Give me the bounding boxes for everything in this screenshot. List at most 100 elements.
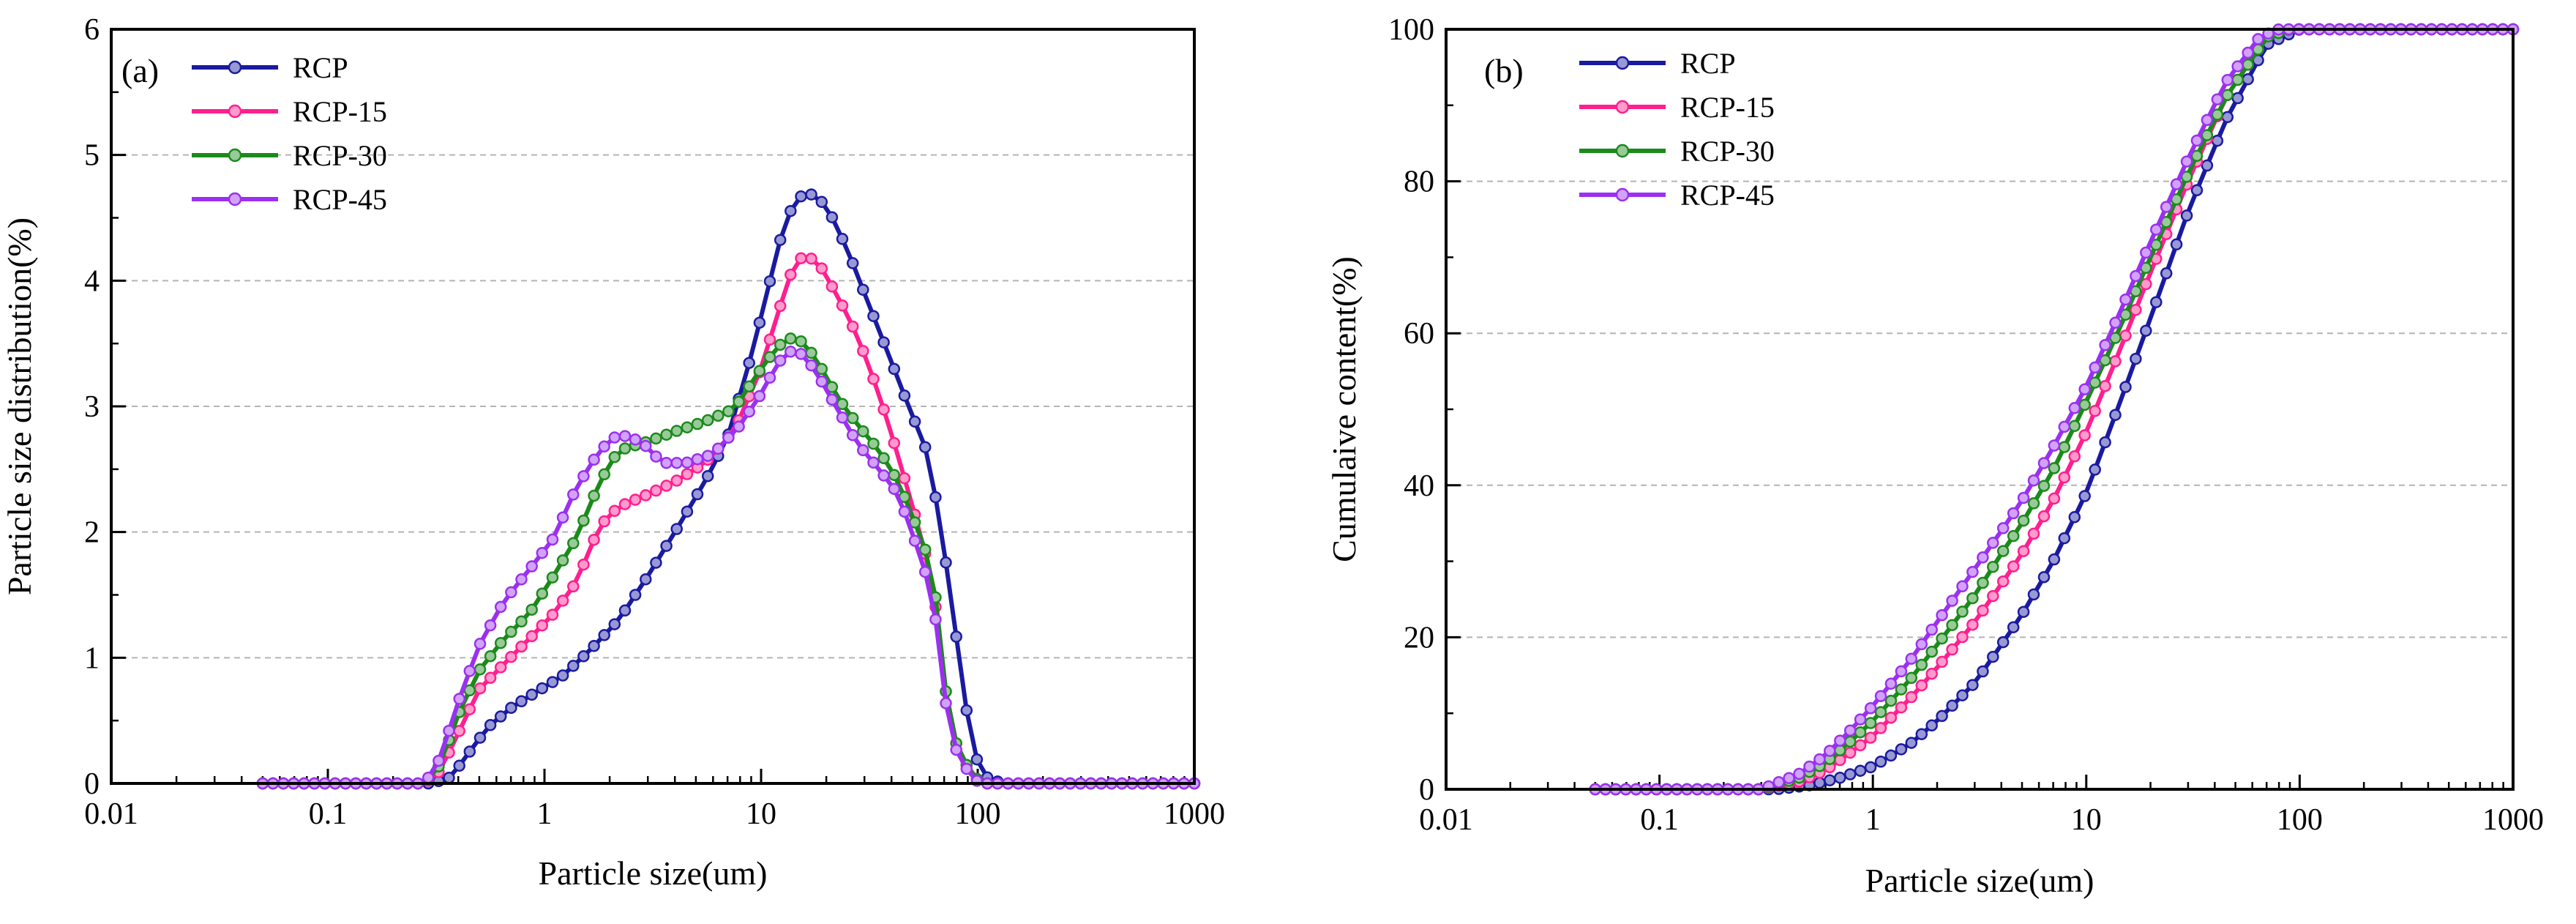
legend-label: RCP-45 [1680, 179, 1775, 212]
legend-marker [228, 60, 242, 75]
data-point [670, 474, 683, 487]
data-point [2037, 570, 2051, 584]
data-point [2190, 134, 2204, 147]
data-point [2190, 184, 2204, 197]
x-tick-label: 10 [2071, 803, 2102, 837]
data-point [1936, 608, 1948, 622]
data-point [795, 335, 807, 348]
data-point [515, 615, 528, 628]
data-point [795, 252, 807, 264]
data-point [929, 491, 942, 504]
data-point [1824, 745, 1836, 757]
data-point [1905, 690, 1918, 704]
data-point [2027, 497, 2040, 510]
data-point [2007, 621, 2020, 633]
data-point [567, 488, 580, 501]
data-point [681, 468, 694, 480]
data-point [743, 380, 755, 392]
data-point [588, 453, 600, 466]
data-point [877, 469, 890, 482]
data-point [733, 420, 745, 433]
data-point [846, 429, 859, 441]
data-point [1843, 735, 1857, 748]
data-point [650, 556, 662, 569]
data-point [888, 362, 901, 376]
data-point [505, 701, 517, 715]
data-point [815, 375, 828, 388]
data-point [2037, 457, 2051, 469]
data-point [525, 688, 538, 701]
data-point [1925, 719, 1938, 732]
data-point [588, 640, 600, 652]
data-point [774, 234, 787, 246]
data-point [1996, 545, 2010, 557]
legend-label: RCP-30 [293, 139, 387, 172]
data-point [525, 560, 538, 573]
data-point [753, 365, 766, 377]
data-point [1874, 722, 1887, 734]
data-point [785, 332, 797, 345]
x-tick-label: 1000 [2482, 803, 2544, 837]
data-point [1884, 677, 1898, 690]
data-point [670, 523, 683, 535]
y-tick-label: 6 [84, 13, 100, 47]
data-point [598, 515, 610, 528]
data-point [691, 452, 704, 466]
data-point [598, 440, 610, 453]
data-point [598, 468, 610, 481]
y-tick-label: 60 [1404, 317, 1434, 351]
data-point [1864, 761, 1877, 774]
data-point [1854, 739, 1867, 752]
data-point [908, 415, 921, 428]
data-point [1843, 746, 1857, 759]
data-point [1813, 776, 1826, 789]
data-point [536, 587, 549, 600]
data-point [2007, 529, 2020, 543]
data-point [2048, 439, 2061, 452]
data-point [918, 565, 932, 578]
data-point [2221, 89, 2234, 101]
series-line [262, 192, 1194, 786]
data-point [763, 371, 776, 384]
data-point [618, 604, 632, 617]
data-point [494, 600, 507, 614]
data-point [918, 543, 932, 556]
data-point [2130, 352, 2142, 365]
data-point [2160, 267, 2173, 280]
legend-marker [228, 192, 242, 206]
data-point [2068, 450, 2081, 463]
data-point [640, 439, 652, 452]
data-point [1864, 717, 1877, 729]
data-point [577, 514, 590, 527]
data-point [1966, 565, 1979, 578]
data-point [2007, 560, 2020, 573]
series-rcp [256, 188, 1201, 790]
data-point [1987, 589, 1999, 603]
data-point [2078, 429, 2091, 441]
data-point [2078, 398, 2091, 411]
data-point [2099, 380, 2111, 392]
data-point [970, 753, 984, 766]
data-point [774, 299, 787, 313]
data-point [2130, 303, 2142, 316]
data-point [1854, 713, 1867, 726]
data-point [494, 661, 507, 674]
data-point [618, 498, 632, 510]
data-point [950, 743, 962, 756]
data-point [1895, 665, 1908, 678]
data-point [453, 693, 465, 705]
data-point [1987, 560, 1999, 573]
data-point [660, 480, 673, 492]
y-tick-label: 80 [1404, 165, 1434, 199]
legend-label: RCP-30 [1680, 135, 1775, 168]
data-point [670, 457, 683, 469]
data-point [588, 533, 600, 546]
data-point [608, 504, 621, 518]
data-point [577, 650, 590, 663]
data-point [836, 299, 849, 312]
data-point [1834, 772, 1846, 784]
data-point [898, 390, 911, 402]
x-tick-label: 1000 [1164, 797, 1225, 831]
data-point [422, 771, 435, 784]
